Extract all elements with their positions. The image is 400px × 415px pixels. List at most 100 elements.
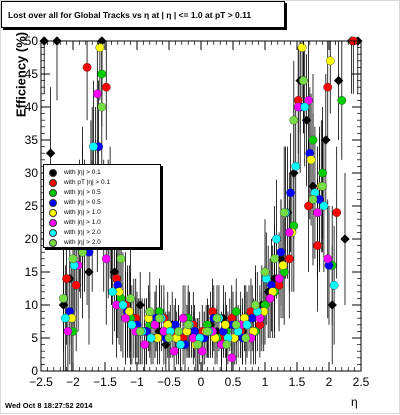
data-point (101, 82, 111, 92)
legend-entry: with |η| > 2.0 (44, 228, 160, 238)
data-point (202, 326, 212, 336)
legend-entry: with |η| > 0.5 (44, 198, 160, 208)
data-point-diamond (320, 135, 331, 145)
data-point-diamond (160, 339, 171, 350)
x-tick-label: 0 (198, 375, 205, 389)
data-point (231, 320, 241, 330)
legend-entry: with |η| > 1.0 (44, 218, 160, 228)
x-tick-label: −2.5 (29, 375, 53, 389)
data-point-diamond (58, 300, 69, 310)
data-point (298, 76, 308, 86)
y-axis-label: Efficiency (%) (13, 31, 29, 118)
legend-entry: with |η| > 1.0 (44, 208, 160, 218)
chart-title-box: Lost over all for Global Tracks vs η at … (1, 1, 285, 28)
data-point (146, 333, 156, 343)
data-point (174, 326, 184, 336)
y-tick-label: 30 (25, 166, 39, 180)
legend-marker (49, 229, 57, 237)
data-point (121, 313, 130, 323)
data-point (306, 155, 316, 165)
x-tick-label: −1 (130, 375, 144, 389)
data-point (325, 56, 335, 66)
data-point (304, 96, 313, 105)
data-point-diamond (135, 300, 146, 310)
data-point (89, 142, 98, 152)
data-point (150, 320, 160, 330)
data-point-diamond (340, 234, 350, 244)
y-tick-label: 5 (31, 331, 38, 345)
data-point (304, 201, 313, 211)
y-tick-label: 45 (25, 67, 39, 81)
y-tick-label: 50 (25, 34, 39, 48)
legend-entry: with |η| > 0.5 (44, 188, 160, 198)
y-tick-label: 0 (31, 364, 38, 378)
data-point (108, 287, 118, 297)
data-point (60, 313, 70, 323)
data-point (124, 307, 134, 316)
data-point (193, 340, 203, 349)
data-point (289, 115, 299, 125)
legend-marker (49, 239, 57, 247)
legend-marker (49, 199, 57, 207)
data-point (154, 313, 164, 323)
data-point (284, 227, 294, 237)
data-point (227, 353, 237, 363)
data-point (68, 254, 78, 264)
data-point (329, 280, 339, 290)
x-tick-label: 2.5 (353, 375, 370, 389)
x-tick-label: −0.5 (157, 375, 181, 389)
x-tick-label: 0.5 (225, 375, 242, 389)
data-point (176, 340, 185, 349)
data-point (140, 340, 150, 349)
data-point (63, 326, 73, 336)
legend-entry: with pT |η| > 0.1 (44, 178, 160, 188)
data-point (62, 274, 71, 283)
data-point (178, 313, 188, 323)
data-point (59, 293, 68, 303)
data-point-diamond (327, 300, 338, 310)
legend-marker (49, 169, 57, 177)
data-point (127, 320, 137, 330)
data-point (118, 300, 128, 310)
data-point (270, 254, 279, 264)
x-tick-label: −2 (66, 375, 80, 389)
data-point (332, 208, 342, 218)
data-point (272, 234, 281, 244)
data-point (164, 333, 174, 343)
legend-label: with |η| > 2.0 (64, 239, 101, 246)
data-point (101, 254, 111, 264)
y-tick-label: 25 (25, 199, 39, 213)
data-point (169, 346, 179, 356)
legend-marker (49, 209, 57, 217)
legend-label: with |η| > 1.0 (64, 209, 101, 216)
legend-label: with |η| > 0.5 (64, 199, 101, 206)
data-point (231, 307, 241, 316)
data-point (297, 43, 307, 52)
legend: with |η| > 0.1 with pT |η| > 0.1 with |η| … (43, 164, 161, 248)
data-point (274, 274, 284, 283)
x-tick-label: −1.5 (93, 375, 117, 389)
y-tick-label: 10 (25, 298, 39, 312)
y-tick-label: 40 (25, 100, 39, 114)
data-point (278, 260, 288, 270)
legend-marker (49, 219, 57, 227)
data-point (284, 254, 294, 264)
data-point (82, 63, 92, 72)
data-point (279, 208, 289, 218)
data-point-diamond (45, 148, 56, 159)
data-point (220, 320, 230, 330)
data-point (313, 241, 322, 251)
data-point (126, 293, 136, 303)
legend-label: with |η| > 1.0 (64, 219, 101, 226)
data-point (116, 254, 126, 264)
data-point (308, 135, 318, 145)
data-point (291, 161, 301, 171)
legend-marker (49, 189, 57, 197)
legend-label: with |η| > 2.0 (64, 229, 101, 236)
data-point (250, 300, 260, 310)
data-point (242, 320, 252, 330)
legend-marker (49, 179, 57, 187)
x-tick-label: 1 (262, 375, 269, 389)
legend-label: with |η| > 0.1 (64, 169, 101, 176)
